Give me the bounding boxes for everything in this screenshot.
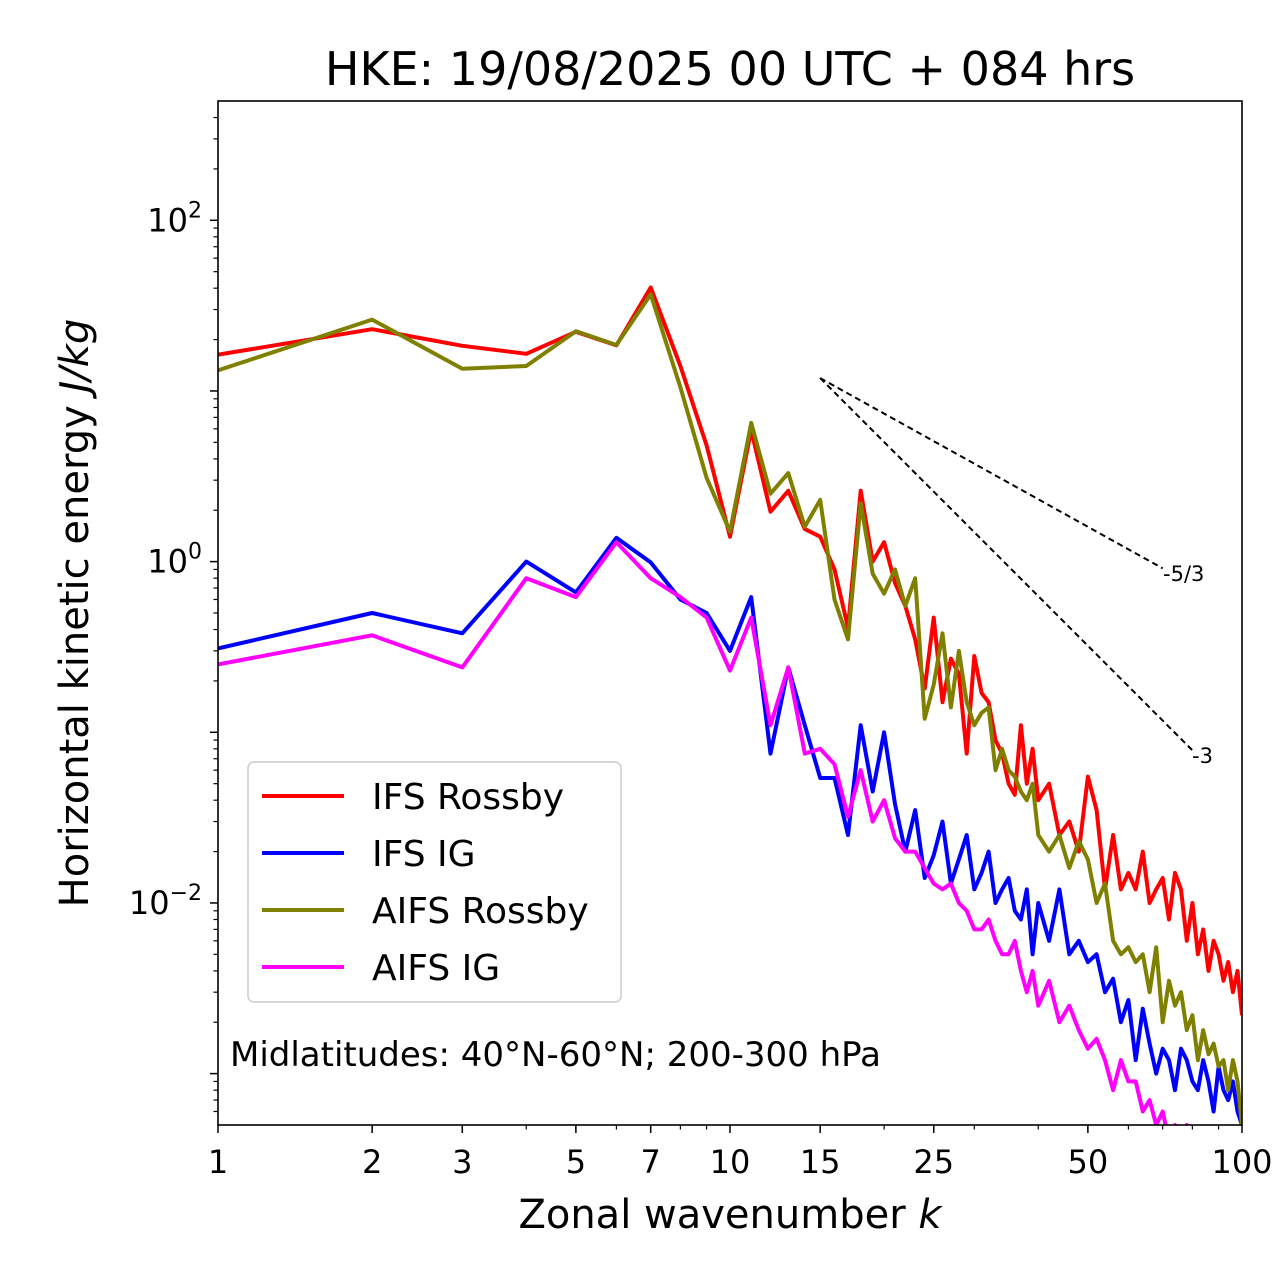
series-lines	[218, 285, 1242, 1125]
y-axis-label-text: Horizontal kinetic energy	[52, 405, 98, 907]
region-annotation: Midlatitudes: 40°N-60°N; 200-300 hPa	[230, 1035, 881, 1075]
y-tick-label-exponent: 2	[188, 198, 202, 223]
x-axis-label-text: Zonal wavenumber	[518, 1192, 906, 1238]
legend-entries: IFS Rossby IFS IG AIFS Rossby AIFS IG	[262, 777, 589, 989]
legend-entry-aifs-ig: AIFS IG	[262, 948, 500, 989]
slope-label-five-thirds: -5/3	[1163, 562, 1204, 586]
x-tick-label: 25	[913, 1143, 954, 1181]
x-axis-ticks: 1 2 3 5 7 10 15 25 50 100	[208, 1125, 1273, 1181]
legend-label: AIFS Rossby	[372, 891, 589, 932]
y-tick-label-base: 10	[147, 543, 188, 581]
x-tick-label: 100	[1211, 1143, 1272, 1181]
reference-slope-line-3	[819, 377, 1194, 751]
x-tick-label: 15	[800, 1143, 841, 1181]
y-axis-label: Horizontal kinetic energy J/kg	[52, 319, 98, 908]
reference-slope-line-5-3	[819, 377, 1164, 570]
legend: IFS Rossby IFS IG AIFS Rossby AIFS IG	[247, 761, 622, 1003]
y-axis-label-unit: J/kg	[52, 319, 98, 400]
y-tick-label: 102	[147, 198, 202, 239]
legend-box	[247, 761, 622, 1003]
reference-lines	[819, 377, 1194, 751]
x-axis-label-variable: k	[918, 1192, 943, 1238]
series-line-ifs-ig	[218, 535, 1242, 1125]
legend-label: AIFS IG	[372, 948, 500, 989]
legend-entry-ifs-rossby: IFS Rossby	[262, 777, 564, 818]
x-tick-label: 1	[208, 1143, 228, 1181]
x-tick-label: 50	[1068, 1143, 1109, 1181]
y-tick-label-exponent: −2	[170, 881, 202, 906]
x-tick-label: 5	[566, 1143, 586, 1181]
x-tick-label: 2	[362, 1143, 382, 1181]
slope-label-minus-three: -3	[1192, 744, 1213, 768]
y-tick-label-base: 10	[147, 201, 188, 239]
x-tick-label: 10	[710, 1143, 751, 1181]
series-line-aifs-rossby	[218, 292, 1242, 1125]
y-tick-label-exponent: 0	[188, 540, 202, 565]
y-tick-label: 100	[147, 540, 202, 581]
legend-entry-aifs-rossby: AIFS Rossby	[262, 891, 589, 932]
legend-entry-ifs-ig: IFS IG	[262, 834, 476, 875]
y-tick-label-base: 10	[129, 884, 170, 922]
series-line-ifs-rossby	[218, 285, 1242, 1016]
chart-title: HKE: 19/08/2025 00 UTC + 084 hrs	[325, 42, 1135, 96]
x-axis-label: Zonal wavenumber k	[518, 1192, 943, 1238]
x-tick-label: 7	[641, 1143, 661, 1181]
legend-label: IFS Rossby	[372, 777, 564, 818]
y-tick-label: 10−2	[129, 881, 202, 922]
legend-label: IFS IG	[372, 834, 476, 875]
plot-frame	[217, 100, 1243, 1126]
series-line-aifs-ig	[218, 540, 1189, 1125]
plot-area	[218, 285, 1242, 1125]
x-tick-label: 3	[452, 1143, 472, 1181]
